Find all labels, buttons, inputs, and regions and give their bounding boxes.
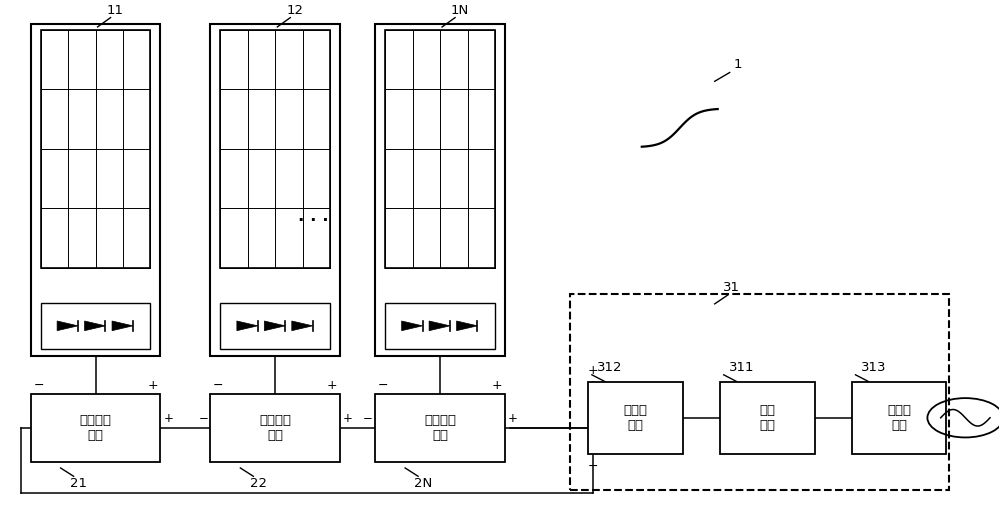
Bar	[220, 30, 330, 268]
Text: 1: 1	[733, 58, 742, 71]
Text: 313: 313	[861, 361, 886, 374]
Polygon shape	[264, 321, 285, 330]
Bar	[41, 30, 150, 268]
Bar	[852, 382, 946, 454]
Text: 12: 12	[287, 4, 304, 17]
Bar	[31, 25, 160, 355]
Text: +: +	[588, 364, 598, 377]
Text: −: −	[363, 412, 373, 425]
Text: 31: 31	[723, 280, 740, 293]
Polygon shape	[85, 321, 105, 330]
Text: −: −	[198, 412, 208, 425]
Text: +: +	[343, 412, 353, 425]
Bar	[210, 25, 340, 355]
Text: +: +	[492, 379, 502, 392]
Polygon shape	[402, 321, 423, 330]
Bar	[220, 303, 330, 349]
Bar	[210, 395, 340, 462]
Text: 逆变
电路: 逆变 电路	[759, 404, 775, 432]
Text: 11: 11	[107, 4, 124, 17]
Bar	[720, 382, 815, 454]
Text: 功率转换
电路: 功率转换 电路	[259, 414, 291, 442]
Polygon shape	[112, 321, 133, 330]
Text: +: +	[147, 379, 158, 392]
Text: . . .: . . .	[298, 207, 329, 225]
Text: +: +	[327, 379, 338, 392]
Bar	[570, 293, 949, 490]
Bar	[375, 395, 505, 462]
Text: 交流断
路器: 交流断 路器	[887, 404, 911, 432]
Bar	[41, 303, 150, 349]
Text: −: −	[213, 379, 224, 392]
Bar	[31, 395, 160, 462]
Polygon shape	[457, 321, 477, 330]
Text: −: −	[33, 379, 44, 392]
Text: 2N: 2N	[414, 477, 432, 490]
Text: −: −	[588, 460, 598, 473]
Text: 311: 311	[729, 361, 754, 374]
Polygon shape	[429, 321, 450, 330]
Bar	[385, 303, 495, 349]
Bar	[385, 30, 495, 268]
Bar	[375, 25, 505, 355]
Text: 功率转换
电路: 功率转换 电路	[80, 414, 112, 442]
Text: 22: 22	[250, 477, 267, 490]
Text: 直流断
路器: 直流断 路器	[623, 404, 647, 432]
Polygon shape	[237, 321, 258, 330]
Text: −: −	[378, 379, 388, 392]
Polygon shape	[292, 321, 313, 330]
Polygon shape	[57, 321, 78, 330]
Text: +: +	[508, 412, 518, 425]
Bar	[588, 382, 683, 454]
Text: 21: 21	[70, 477, 87, 490]
Text: 功率转换
电路: 功率转换 电路	[424, 414, 456, 442]
Text: 1N: 1N	[451, 4, 469, 17]
Text: 312: 312	[597, 361, 623, 374]
Text: +: +	[163, 412, 173, 425]
